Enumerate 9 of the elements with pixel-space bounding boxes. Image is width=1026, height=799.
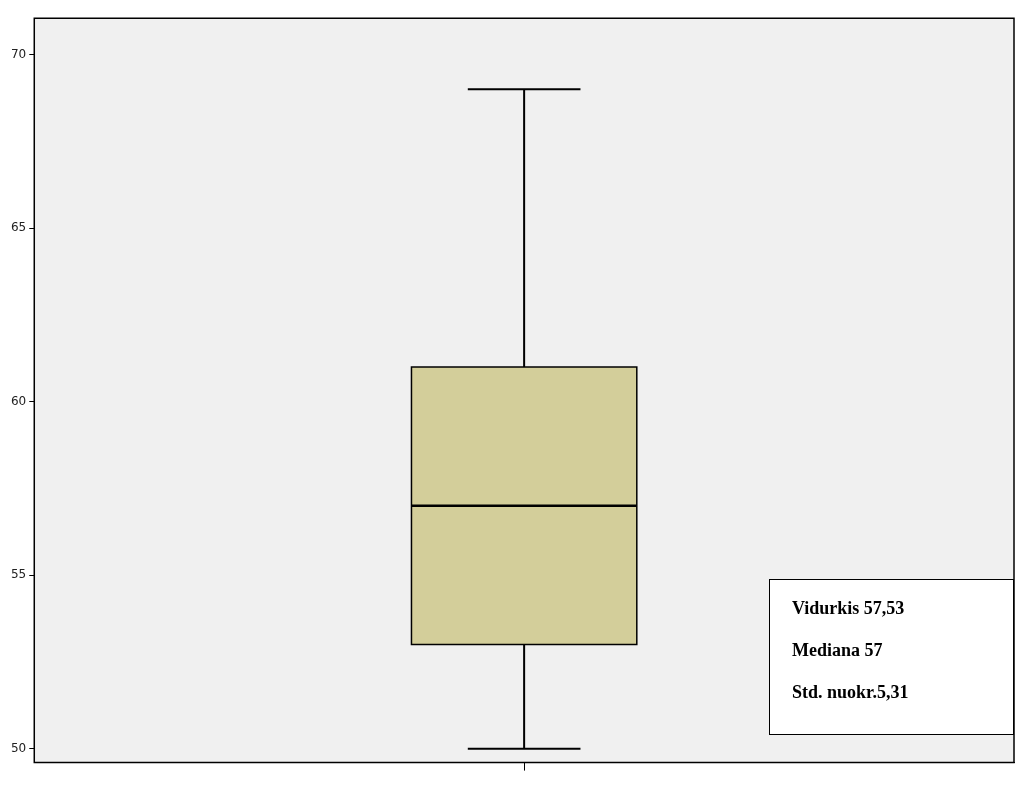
y-tick-label: 60 xyxy=(10,393,27,408)
y-tick-label: 55 xyxy=(10,567,27,582)
y-tick-label: 50 xyxy=(10,740,27,755)
y-tick-label: 65 xyxy=(10,220,27,235)
y-tick-label: 70 xyxy=(10,46,27,61)
annotation: Mediana 57 xyxy=(792,638,884,662)
annotation: Vidurkis 57,53 xyxy=(792,596,906,620)
note-box: Vidurkis 57,53 Mediana 57 Std. nuokr.5,31 xyxy=(769,578,1014,735)
annotation: Std. nuokr.5,31 xyxy=(792,680,910,704)
